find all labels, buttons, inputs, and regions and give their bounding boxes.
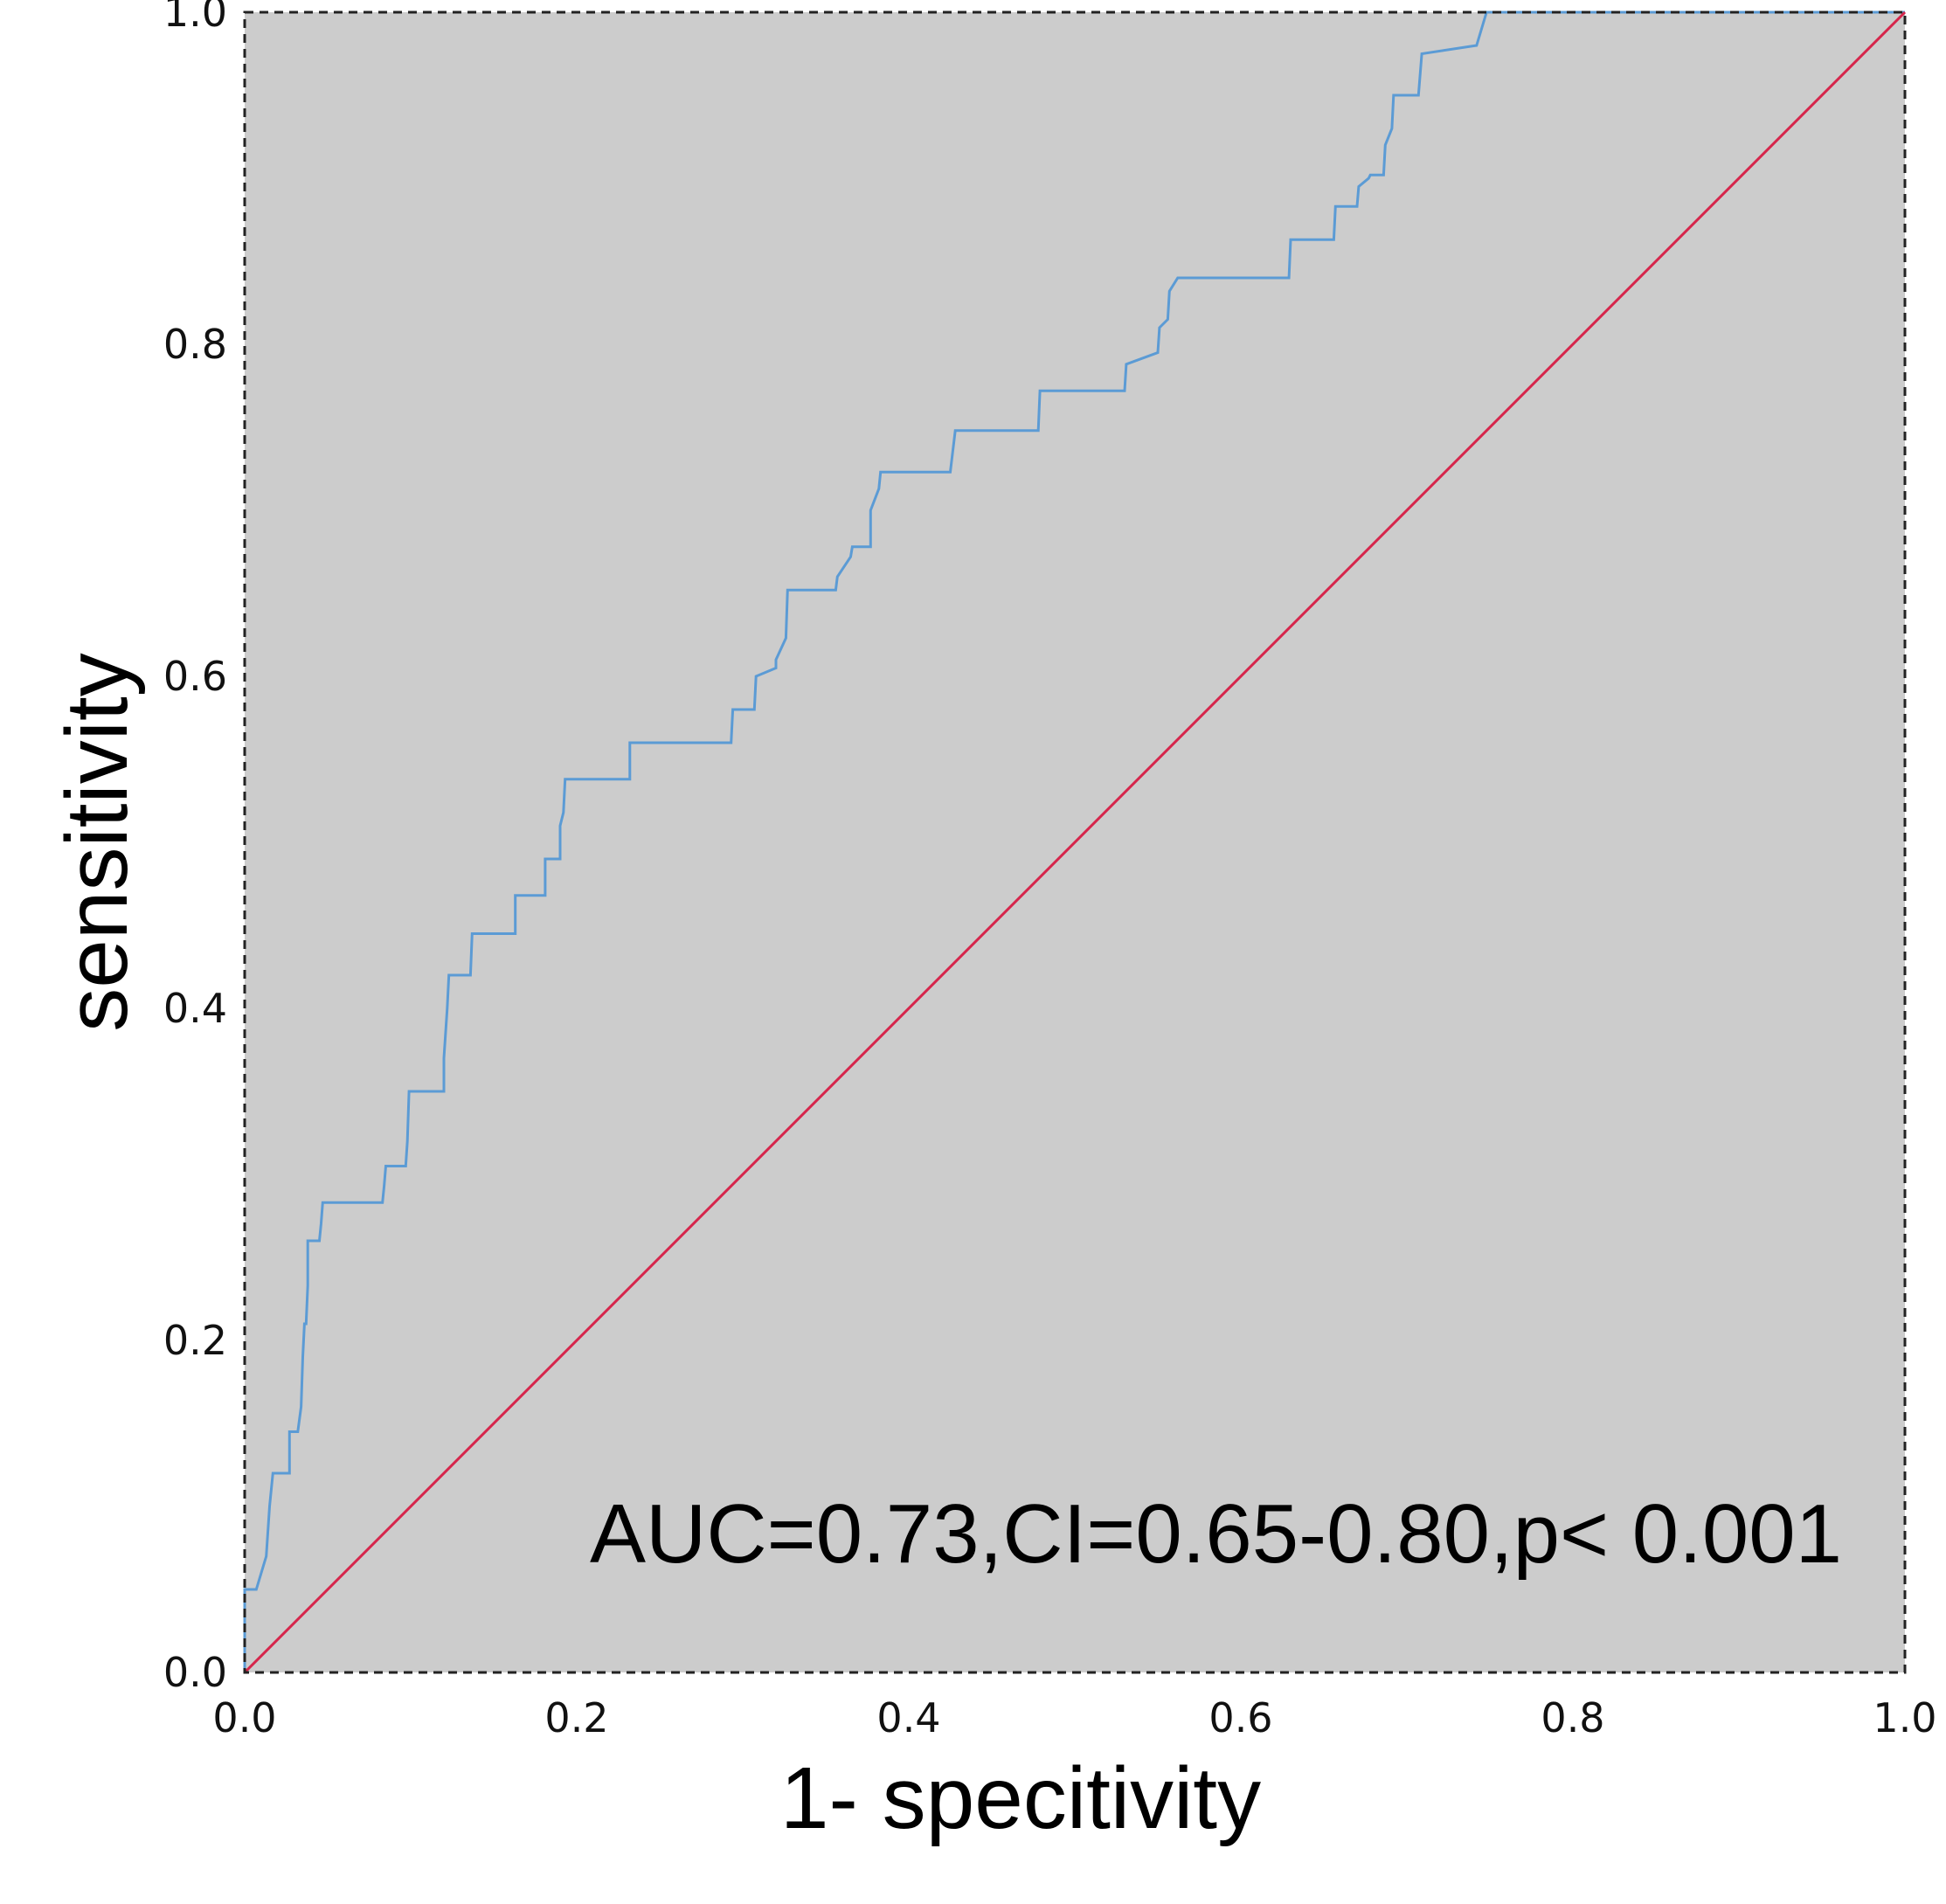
x-tick-label: 0.6 [1208, 1694, 1272, 1741]
x-axis-title: 1- specitivity [780, 1749, 1261, 1847]
x-axis-ticks: 0.0 0.2 0.4 0.6 0.8 1.0 [212, 1694, 1936, 1741]
y-tick-label: 0.4 [163, 985, 227, 1032]
x-tick-label: 1.0 [1873, 1694, 1936, 1741]
y-tick-label: 0.8 [163, 321, 227, 368]
x-tick-label: 0.8 [1541, 1694, 1604, 1741]
y-tick-label: 0.0 [163, 1649, 227, 1696]
y-axis-ticks: 0.0 0.2 0.4 0.6 0.8 1.0 [163, 0, 227, 1696]
roc-curve-line [243, 10, 1905, 1672]
x-tick-label: 0.2 [544, 1694, 608, 1741]
y-tick-label: 0.6 [163, 653, 227, 700]
reference-diagonal-line [243, 10, 1907, 1674]
x-tick-label: 0.0 [212, 1694, 276, 1741]
y-tick-label: 1.0 [163, 0, 227, 36]
auc-annotation: AUC=0.73,CI=0.65-0.80,p< 0.001 [590, 1487, 1842, 1581]
plot-lines [243, 10, 1907, 1674]
plot-frame [243, 10, 1907, 1674]
y-axis-title: sensitivity [48, 653, 146, 1031]
x-tick-label: 0.4 [876, 1694, 940, 1741]
y-tick-label: 0.2 [163, 1317, 227, 1364]
